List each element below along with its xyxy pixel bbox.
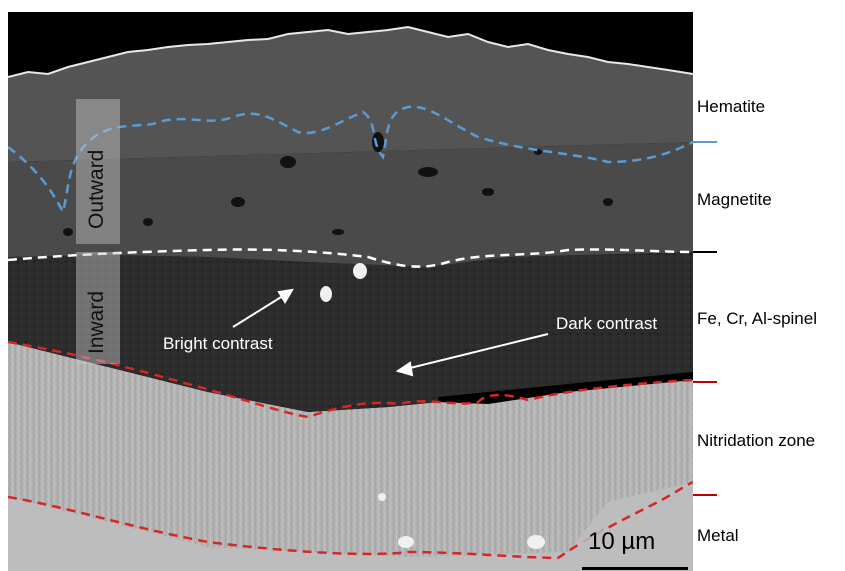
spinel-tick (693, 381, 717, 383)
nitridation-tick (693, 494, 717, 496)
scale-bar-label: 10 µm (588, 528, 656, 555)
magnetite-tick (693, 251, 717, 253)
spinel-nitridation-boundary (8, 340, 693, 419)
spinel-region (8, 252, 693, 412)
inward-label: Inward (85, 290, 108, 354)
bright-particles (320, 263, 545, 549)
bright-contrast-label: Bright contrast (163, 334, 273, 353)
sem-micrograph (8, 12, 693, 571)
oxide-surface (8, 25, 693, 78)
magnetite-spinel-boundary (8, 248, 693, 268)
void-gap (438, 372, 693, 404)
metal-label: Metal (697, 526, 739, 545)
outward-box (76, 99, 120, 244)
outward-label: Outward (85, 149, 108, 229)
hematite-label: Hematite (697, 97, 766, 116)
annotation-arrows (232, 288, 549, 377)
hematite-region (8, 27, 693, 162)
nitridation-label: Nitridation zone (697, 431, 816, 450)
hematite-magnetite-boundary (8, 105, 693, 216)
magnetite-region (8, 142, 693, 267)
hematite-tick (693, 141, 717, 143)
dark-contrast-label: Dark contrast (556, 314, 658, 333)
pores (63, 132, 613, 236)
nitridation-metal-boundary (8, 480, 693, 560)
inward-box (76, 252, 120, 364)
magnetite-label: Magnetite (697, 190, 772, 209)
spinel-label: Fe, Cr, Al-spinel (697, 309, 817, 328)
scale-bar-background (582, 530, 688, 570)
